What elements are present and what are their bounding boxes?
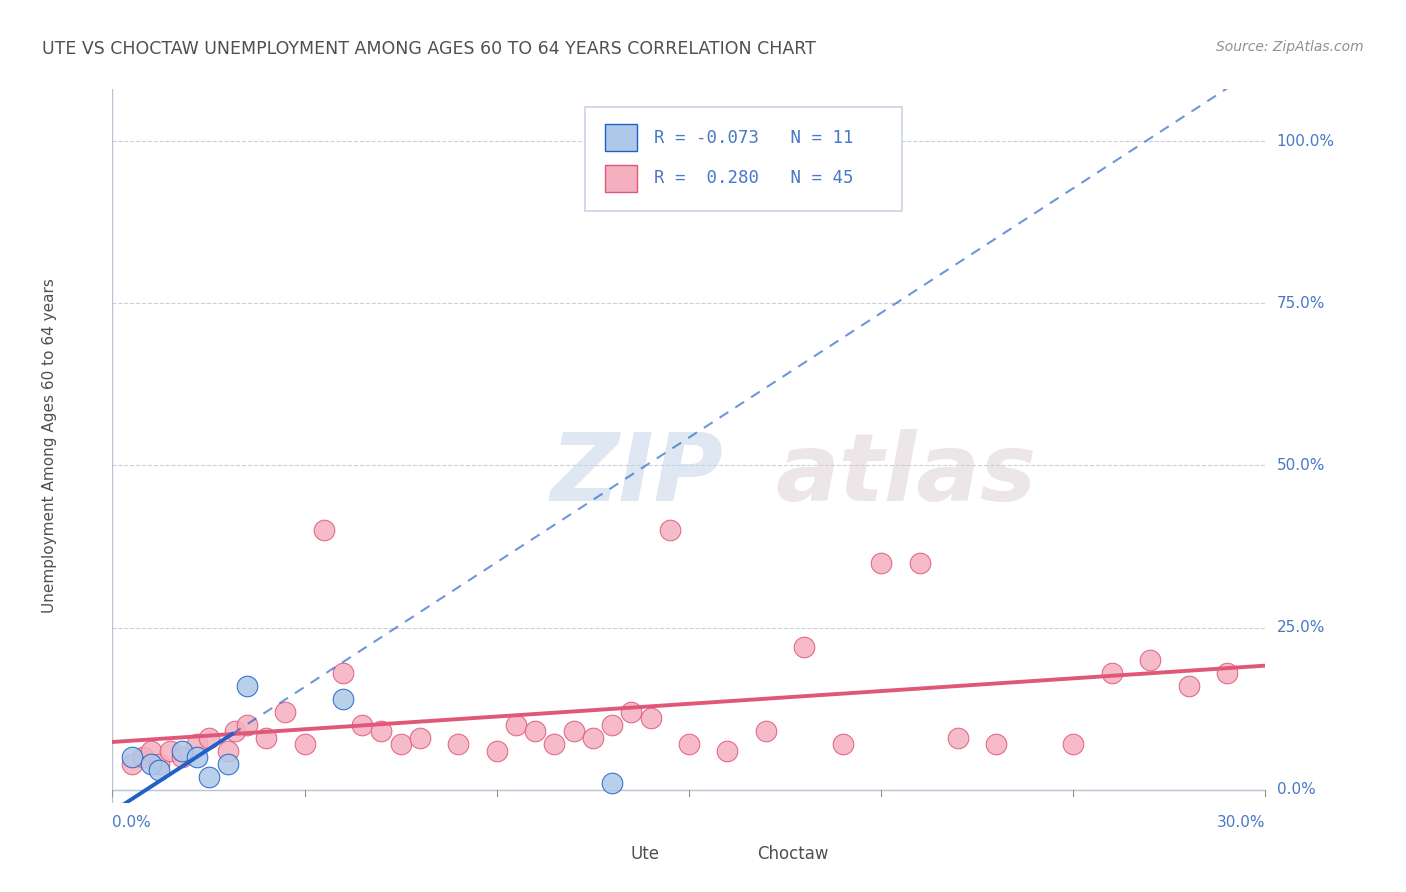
Point: [294, 738, 316, 752]
Point: [352, 718, 374, 732]
Point: [505, 718, 527, 732]
Point: [224, 724, 246, 739]
Point: [312, 524, 335, 538]
Text: Ute: Ute: [630, 846, 659, 863]
Point: [543, 738, 565, 752]
Point: [658, 524, 681, 538]
Text: UTE VS CHOCTAW UNEMPLOYMENT AMONG AGES 60 TO 64 YEARS CORRELATION CHART: UTE VS CHOCTAW UNEMPLOYMENT AMONG AGES 6…: [42, 40, 815, 58]
Point: [332, 692, 354, 706]
Point: [716, 744, 738, 758]
FancyBboxPatch shape: [718, 844, 744, 865]
Point: [908, 556, 931, 570]
Point: [197, 770, 219, 784]
Point: [1062, 738, 1084, 752]
Point: [389, 738, 412, 752]
Point: [274, 705, 297, 719]
Point: [217, 744, 239, 758]
Point: [236, 679, 259, 693]
Text: 75.0%: 75.0%: [1277, 296, 1324, 310]
Text: 25.0%: 25.0%: [1277, 620, 1324, 635]
Point: [217, 756, 239, 771]
Point: [1177, 679, 1199, 693]
Text: 0.0%: 0.0%: [112, 814, 152, 830]
Point: [755, 724, 778, 739]
Point: [159, 744, 181, 758]
Point: [697, 160, 720, 174]
Point: [640, 711, 662, 725]
Point: [600, 776, 623, 790]
Point: [236, 718, 259, 732]
Text: Unemployment Among Ages 60 to 64 years: Unemployment Among Ages 60 to 64 years: [42, 278, 56, 614]
Point: [139, 756, 162, 771]
Text: 0.0%: 0.0%: [1277, 782, 1315, 797]
FancyBboxPatch shape: [591, 844, 616, 865]
Point: [986, 738, 1008, 752]
FancyBboxPatch shape: [605, 165, 637, 192]
Text: R = -0.073   N = 11: R = -0.073 N = 11: [654, 128, 853, 146]
Point: [121, 750, 143, 764]
Point: [1101, 666, 1123, 681]
Point: [148, 756, 170, 771]
Point: [582, 731, 605, 745]
Point: [254, 731, 277, 745]
Point: [600, 718, 623, 732]
Point: [409, 731, 432, 745]
Text: ZIP: ZIP: [551, 428, 724, 521]
FancyBboxPatch shape: [605, 124, 637, 152]
Point: [1216, 666, 1239, 681]
Point: [946, 731, 969, 745]
Point: [370, 724, 392, 739]
Point: [170, 750, 193, 764]
Point: [678, 738, 700, 752]
Point: [524, 724, 547, 739]
Point: [620, 705, 643, 719]
Point: [121, 756, 143, 771]
Point: [170, 744, 193, 758]
Text: 30.0%: 30.0%: [1218, 814, 1265, 830]
Text: Source: ZipAtlas.com: Source: ZipAtlas.com: [1216, 40, 1364, 54]
Point: [148, 764, 170, 778]
Point: [139, 744, 162, 758]
Text: 50.0%: 50.0%: [1277, 458, 1324, 473]
Point: [831, 738, 853, 752]
Text: R =  0.280   N = 45: R = 0.280 N = 45: [654, 169, 853, 187]
Point: [186, 750, 208, 764]
Text: atlas: atlas: [776, 428, 1036, 521]
Text: Choctaw: Choctaw: [756, 846, 828, 863]
Text: 100.0%: 100.0%: [1277, 134, 1334, 149]
Point: [1139, 653, 1161, 667]
Point: [793, 640, 815, 654]
Point: [186, 738, 208, 752]
Point: [870, 556, 893, 570]
Point: [447, 738, 470, 752]
FancyBboxPatch shape: [585, 107, 903, 211]
Point: [197, 731, 219, 745]
Point: [562, 724, 585, 739]
Point: [485, 744, 508, 758]
Point: [132, 750, 155, 764]
Point: [332, 666, 354, 681]
